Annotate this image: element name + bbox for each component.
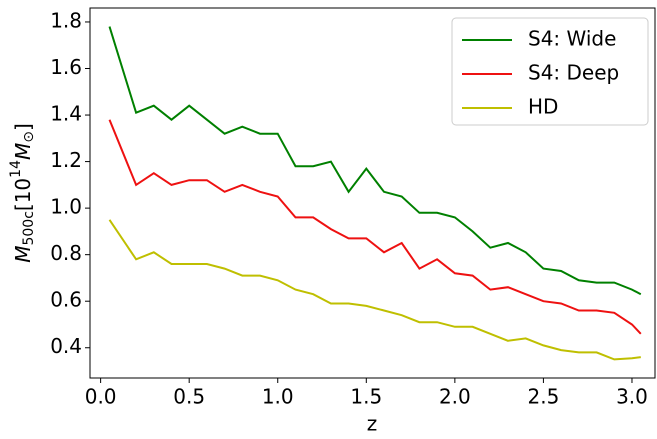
y-tick-label: 1.2 bbox=[50, 148, 82, 172]
legend-label: S4: Deep bbox=[528, 61, 619, 85]
y-tick-label: 0.4 bbox=[50, 334, 82, 358]
legend-label: HD bbox=[528, 95, 558, 119]
x-tick-label: 2.0 bbox=[439, 385, 471, 409]
y-tick-label: 1.6 bbox=[50, 55, 82, 79]
y-tick-label: 1.4 bbox=[50, 102, 82, 126]
y-axis-label-part: M bbox=[11, 246, 35, 263]
y-tick-label: 0.6 bbox=[50, 288, 82, 312]
y-axis-label-part: ] bbox=[11, 123, 35, 131]
x-tick-label: 1.0 bbox=[262, 385, 294, 409]
series-line bbox=[108, 26, 642, 296]
y-axis-label-part: [10 bbox=[11, 178, 35, 211]
series-line bbox=[108, 219, 641, 361]
legend-box bbox=[451, 17, 649, 126]
y-tick-label: 0.8 bbox=[50, 241, 82, 265]
x-axis-label: z bbox=[367, 412, 378, 436]
x-tick-label: 1.5 bbox=[350, 385, 382, 409]
x-tick-label: 0.0 bbox=[85, 385, 117, 409]
y-axis-label-part: ⊙ bbox=[21, 131, 37, 143]
x-tick-label: 3.0 bbox=[616, 385, 648, 409]
y-tick-label: 1.8 bbox=[50, 8, 82, 32]
x-tick-label: 0.5 bbox=[173, 385, 205, 409]
x-tick-label: 2.5 bbox=[528, 385, 560, 409]
y-axis-label-part: M bbox=[11, 143, 35, 160]
y-axis-label-part: 14 bbox=[8, 160, 24, 178]
series-line bbox=[108, 119, 642, 335]
y-axis-label: M500c[1014M⊙] bbox=[8, 123, 37, 263]
plot-frame bbox=[89, 7, 656, 379]
y-axis-label-part: 500c bbox=[21, 211, 37, 245]
y-tick-label: 1.0 bbox=[50, 195, 82, 219]
legend-label: S4: Wide bbox=[528, 27, 616, 51]
